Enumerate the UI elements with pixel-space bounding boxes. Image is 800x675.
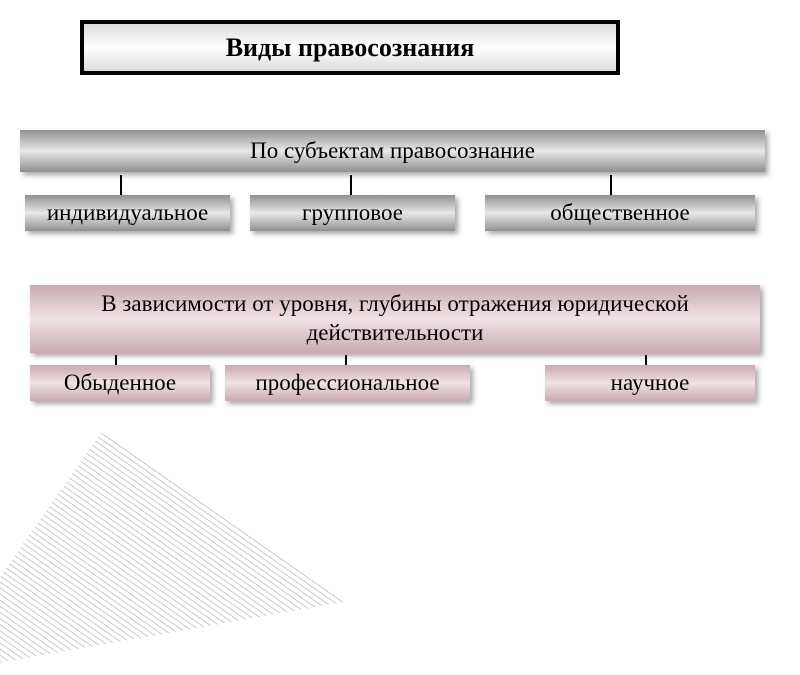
- section1-header: По субъектам правосознание: [20, 130, 765, 172]
- title-text: Виды правосознания: [226, 33, 475, 63]
- title-box: Виды правосознания: [80, 20, 620, 75]
- section2-child-2-text: научное: [605, 369, 696, 398]
- connector: [610, 175, 612, 195]
- connector: [120, 175, 122, 195]
- section2-header-text: В зависимости от уровня, глубины отражен…: [30, 290, 760, 348]
- section1-child-1-text: групповое: [296, 199, 409, 228]
- section2-child-0: Обыденное: [30, 365, 210, 401]
- connector: [350, 175, 352, 195]
- section1-child-0-text: индивидуальное: [41, 199, 214, 228]
- section2-header: В зависимости от уровня, глубины отражен…: [30, 285, 760, 353]
- section2-child-0-text: Обыденное: [58, 369, 182, 398]
- section1-header-text: По субъектам правосознание: [244, 137, 541, 166]
- section2-child-2: научное: [545, 365, 755, 401]
- section2-child-1: профессиональное: [225, 365, 470, 401]
- connector: [645, 355, 647, 365]
- connector: [345, 355, 347, 365]
- connector: [115, 355, 117, 365]
- section1-child-1: групповое: [250, 195, 455, 231]
- section1-child-2-text: общественное: [544, 199, 696, 228]
- section2-child-1-text: профессиональное: [249, 369, 445, 398]
- section1-child-0: индивидуальное: [25, 195, 230, 231]
- section1-child-2: общественное: [485, 195, 755, 231]
- decorative-triangle: [0, 395, 345, 675]
